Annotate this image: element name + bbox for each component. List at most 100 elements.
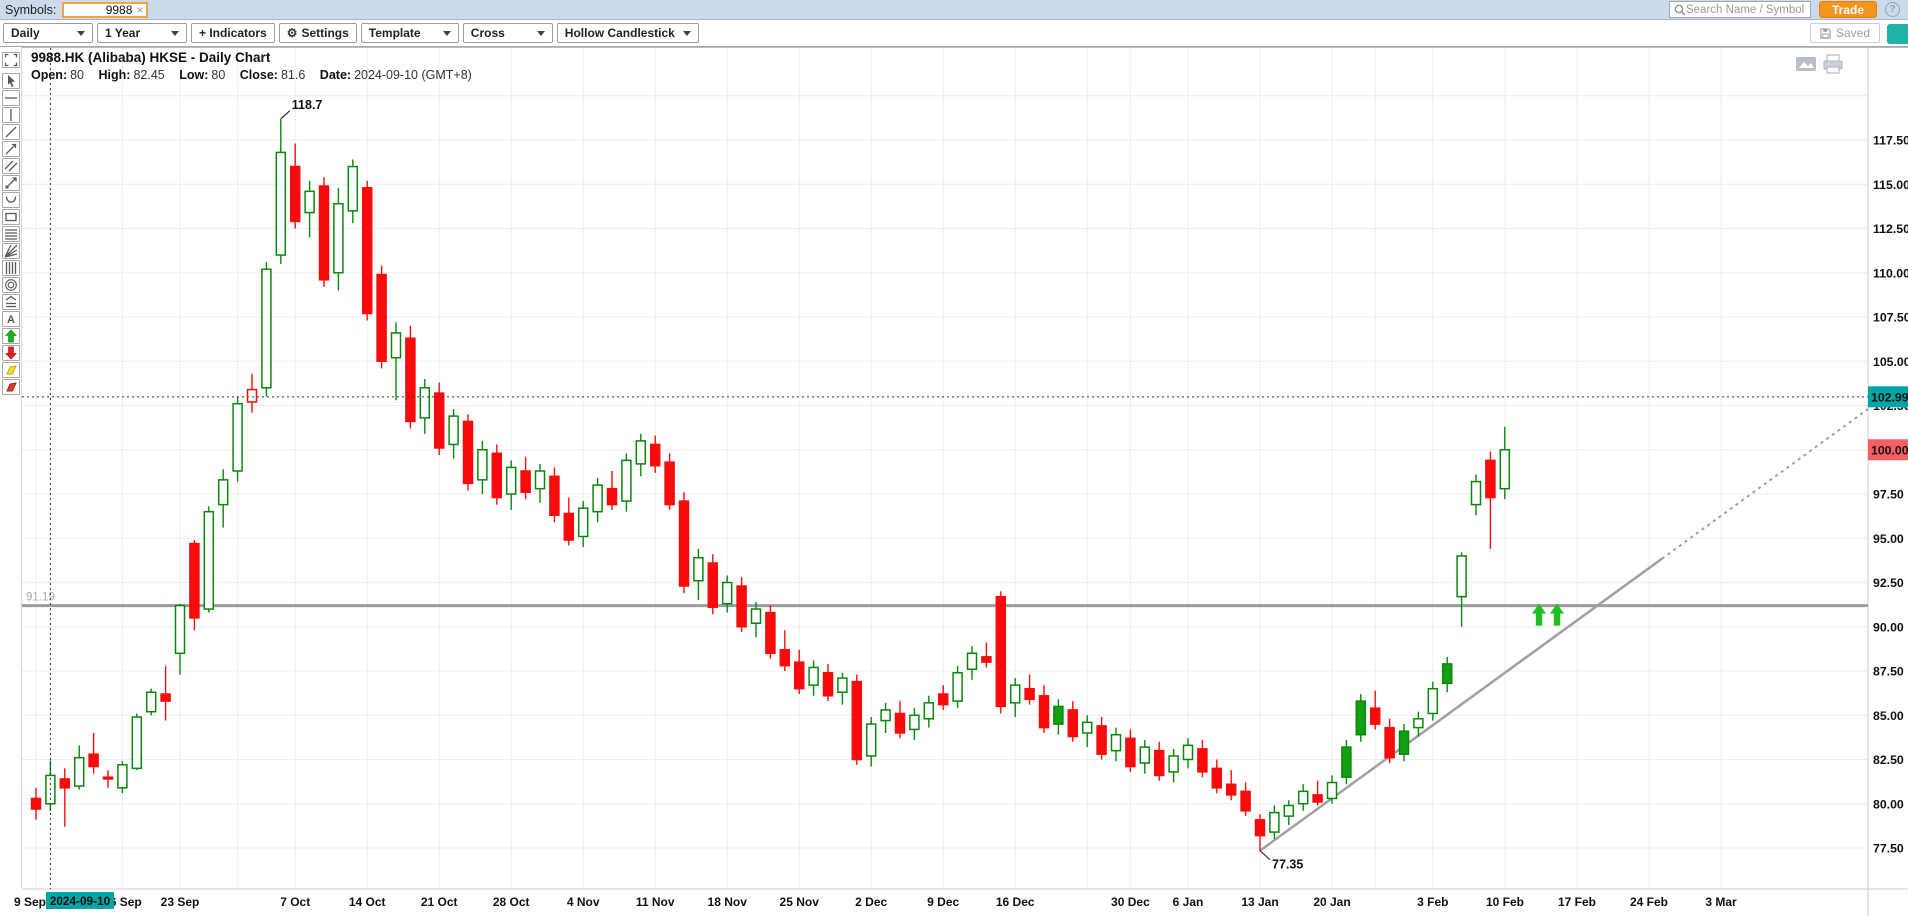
chart-type-value: Hollow Candlestick: [564, 26, 675, 40]
time-zones-icon: [5, 262, 16, 274]
svg-text:3 Feb: 3 Feb: [1417, 895, 1448, 909]
gear-icon: ⚙: [286, 26, 298, 40]
svg-text:30 Dec: 30 Dec: [1111, 895, 1150, 909]
svg-text:107.50: 107.50: [1873, 311, 1908, 325]
price-axis: 117.50 115.00 112.50 110.00 107.50 105.00 102.…: [1873, 134, 1908, 856]
svg-text:105.00: 105.00: [1873, 355, 1908, 369]
tool-pitchfork-button[interactable]: [1, 294, 20, 310]
vertical-line-icon: [9, 109, 12, 121]
arrow-up-icon: [4, 329, 17, 343]
svg-text:16 Dec: 16 Dec: [996, 895, 1035, 909]
tool-arrow-down-button[interactable]: [1, 345, 20, 361]
chart-type-dropdown[interactable]: Hollow Candlestick: [556, 23, 699, 43]
svg-text:20 Jan: 20 Jan: [1313, 895, 1350, 909]
svg-text:25 Nov: 25 Nov: [780, 895, 820, 909]
svg-text:28 Oct: 28 Oct: [493, 895, 530, 909]
svg-text:17 Feb: 17 Feb: [1558, 895, 1596, 909]
chart-canvas[interactable]: 91.19118.777.35117.50115.00112.50110.001…: [14, 48, 1908, 916]
rectangle-icon: [4, 212, 17, 222]
tool-gann-fan-button[interactable]: [1, 243, 20, 259]
tool-arc-button[interactable]: [1, 192, 20, 208]
snapshot-icon[interactable]: [1796, 57, 1816, 71]
symbol-input[interactable]: 9988 ×: [62, 1, 149, 18]
horizontal-support-line[interactable]: 91.19: [22, 592, 1868, 608]
svg-text:6 Jan: 6 Jan: [1173, 895, 1204, 909]
crosshair-date-badge: 2024-09-10: [46, 892, 114, 909]
svg-text:92.50: 92.50: [1873, 576, 1904, 590]
floppy-disk-icon: [1820, 27, 1831, 39]
range-value: 1 Year: [105, 26, 141, 40]
text-icon: A: [7, 314, 15, 326]
svg-text:115.00: 115.00: [1873, 178, 1908, 192]
saved-status: Saved: [1809, 23, 1880, 43]
search-box[interactable]: [1668, 1, 1811, 18]
chevron-down-icon: [77, 30, 85, 36]
tool-arrow-line-button[interactable]: [1, 141, 20, 157]
svg-text:23 Sep: 23 Sep: [161, 895, 200, 909]
tool-parallel-lines-button[interactable]: [1, 158, 20, 174]
tool-pointer-button[interactable]: [1, 73, 20, 89]
svg-text:110.00: 110.00: [1873, 266, 1908, 280]
svg-text:95.00: 95.00: [1873, 532, 1904, 546]
print-icon[interactable]: [1823, 54, 1843, 74]
tool-text-button[interactable]: A: [1, 311, 20, 327]
svg-text:77.35: 77.35: [1272, 858, 1303, 872]
top-bar: Symbols: 9988 × Trade ?: [0, 0, 1908, 20]
svg-text:85.00: 85.00: [1873, 709, 1904, 723]
tool-fib-circles-button[interactable]: [1, 277, 20, 293]
tool-fib-retracement-button[interactable]: [1, 226, 20, 242]
drawing-tools-sidebar: A: [0, 47, 22, 888]
svg-text:117.50: 117.50: [1873, 134, 1908, 148]
chevron-down-icon: [536, 30, 545, 36]
tool-highlight-red-button[interactable]: [1, 379, 20, 395]
trend-line-icon: [5, 126, 16, 138]
help-icon[interactable]: ?: [1885, 2, 1900, 17]
tool-ray-button[interactable]: [1, 175, 20, 191]
indicators-button[interactable]: + Indicators: [191, 23, 275, 43]
svg-text:2 Dec: 2 Dec: [855, 895, 887, 909]
up-arrows-annotation[interactable]: [1532, 603, 1564, 626]
tool-highlight-yellow-button[interactable]: [1, 362, 20, 378]
trade-button[interactable]: Trade: [1818, 1, 1877, 18]
svg-text:90.00: 90.00: [1873, 620, 1904, 634]
fullscreen-icon: [4, 53, 17, 67]
trend-line-annotation[interactable]: [1259, 408, 1869, 852]
tool-vertical-line-button[interactable]: [1, 107, 20, 123]
svg-text:102.99: 102.99: [1871, 390, 1908, 404]
settings-button[interactable]: ⚙ Settings: [278, 23, 357, 43]
clear-symbol-icon[interactable]: ×: [136, 2, 144, 17]
chevron-down-icon: [171, 30, 179, 36]
highlight-red-icon: [5, 382, 17, 392]
indicators-label: + Indicators: [199, 26, 267, 40]
tool-time-zones-button[interactable]: [1, 260, 20, 276]
horizontal-line-icon: [4, 97, 17, 99]
search-icon: [1674, 4, 1686, 15]
arrow-line-icon: [5, 143, 16, 155]
svg-text:14 Oct: 14 Oct: [349, 895, 386, 909]
tool-trend-line-button[interactable]: [1, 124, 20, 140]
tool-arrow-up-button[interactable]: [1, 328, 20, 344]
gann-fan-icon: [3, 244, 17, 258]
period-dropdown[interactable]: Daily: [3, 23, 93, 43]
search-input[interactable]: [1685, 3, 1804, 16]
symbols-label: Symbols:: [5, 2, 57, 17]
svg-text:87.50: 87.50: [1873, 665, 1904, 679]
crosshair: [22, 48, 1868, 889]
svg-text:4 Nov: 4 Nov: [567, 895, 600, 909]
symbol-value: 9988: [105, 2, 133, 17]
chart-grid: [22, 48, 1908, 916]
crosshair-mode-dropdown[interactable]: Cross: [462, 23, 553, 43]
pointer-icon: [7, 75, 15, 87]
svg-text:10 Feb: 10 Feb: [1486, 895, 1524, 909]
tool-horizontal-line-button[interactable]: [1, 90, 20, 106]
tool-rectangle-button[interactable]: [1, 209, 20, 225]
tool-fullscreen-button[interactable]: [1, 52, 20, 68]
svg-text:97.50: 97.50: [1873, 488, 1904, 502]
chart-area: 91.19 118.7 77.35 117.50 115.00 112.50 110.00 1…: [14, 47, 1908, 916]
svg-text:91.19: 91.19: [26, 592, 55, 604]
support-widget-button[interactable]: [1887, 24, 1908, 44]
svg-text:13 Jan: 13 Jan: [1241, 895, 1278, 909]
range-dropdown[interactable]: 1 Year: [97, 23, 187, 43]
template-dropdown[interactable]: Template: [360, 23, 459, 43]
last-price-tag: 100.00: [1868, 439, 1908, 461]
